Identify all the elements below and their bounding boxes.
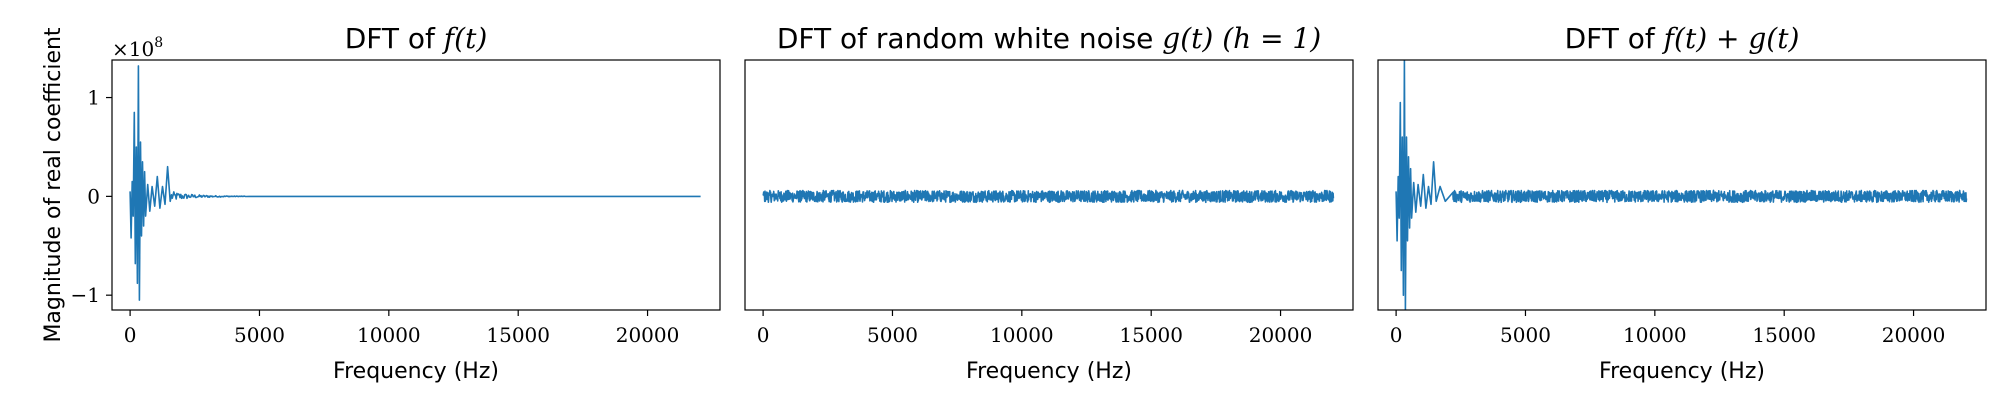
axes-frame: [1377, 59, 1987, 311]
series-line: [1395, 60, 1968, 310]
series-line: [129, 65, 701, 301]
panel-dft-f: 0 5000 10000 15000 20000 −1 0 1 DFT of f(t) Frequ…: [41, 22, 721, 384]
x-tick-label: 20000: [616, 323, 680, 347]
x-tick-label: 0: [1390, 323, 1403, 347]
panel-dft-sum: 0 5000 10000 15000 20000 DFT of f(t) + g(t) Fr…: [1377, 22, 1987, 384]
chart-title: DFT of f(t): [345, 22, 488, 55]
x-tick-label: 0: [757, 323, 770, 347]
x-tick-label: 10000: [1623, 323, 1687, 347]
x-tick-label: 5000: [234, 323, 285, 347]
x-tick-label: 10000: [357, 323, 421, 347]
series-group: [762, 189, 1335, 204]
axes-frame: [111, 59, 721, 311]
y-offset-text: ×108: [112, 35, 163, 61]
series-line: [762, 189, 1335, 204]
x-tick-label: 15000: [1119, 323, 1183, 347]
series-group: [1395, 60, 1968, 310]
x-axis-label: Frequency (Hz): [966, 359, 1132, 384]
x-tick-label: 0: [124, 323, 137, 347]
chart-title: DFT of f(t) + g(t): [1565, 22, 1800, 55]
x-tick-label: 10000: [990, 323, 1054, 347]
y-tick-label: 1: [87, 86, 100, 110]
x-tick-label: 20000: [1249, 323, 1313, 347]
y-axis-label: Magnitude of real coefficient: [41, 27, 66, 342]
x-tick-label: 15000: [486, 323, 550, 347]
x-tick-label: 5000: [1500, 323, 1551, 347]
x-tick-label: 5000: [867, 323, 918, 347]
chart-title: DFT of random white noise g(t) (h = 1): [777, 22, 1321, 55]
x-axis-label: Frequency (Hz): [333, 359, 499, 384]
x-axis-label: Frequency (Hz): [1599, 359, 1765, 384]
y-tick-label: −1: [71, 283, 100, 307]
panel-dft-noise: 0 5000 10000 15000 20000 DFT of random white …: [744, 22, 1354, 384]
y-tick-label: 0: [87, 184, 100, 208]
axes-frame: [744, 59, 1354, 311]
x-tick-label: 20000: [1882, 323, 1946, 347]
x-tick-label: 15000: [1752, 323, 1816, 347]
series-group: [129, 65, 701, 301]
